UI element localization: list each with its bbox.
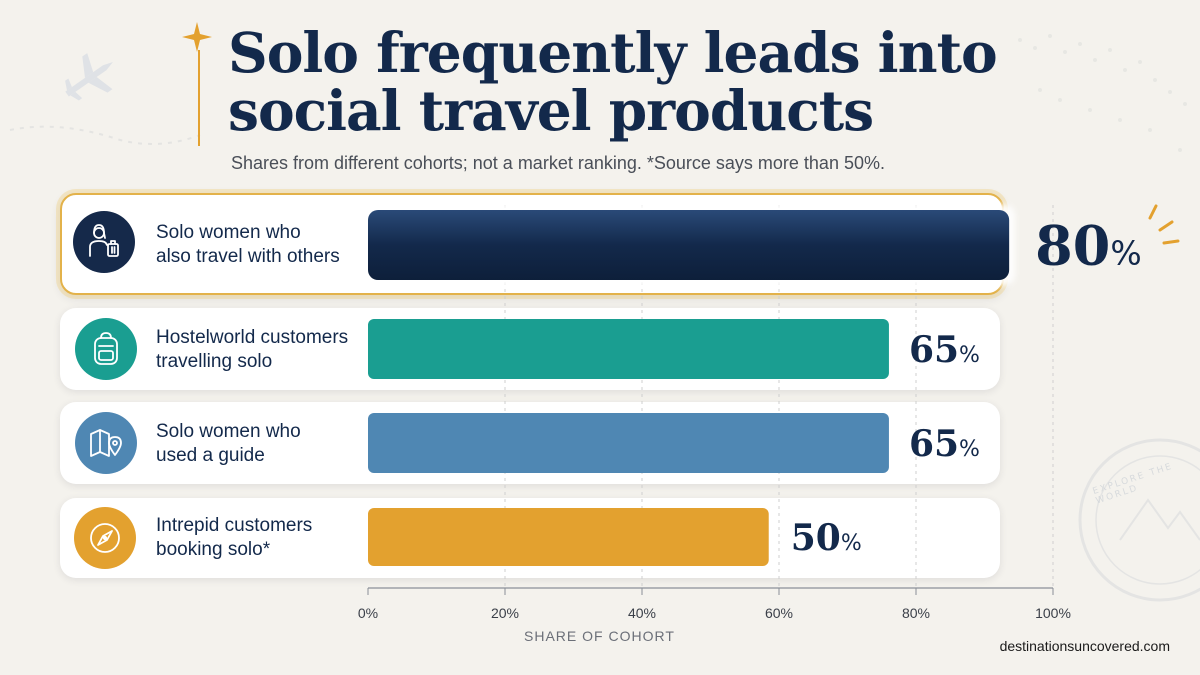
category-label-4: Intrepid customers booking solo* <box>156 515 313 560</box>
icon-circle-1 <box>73 211 135 273</box>
x-tick-label: 0% <box>358 605 378 621</box>
title-accent-line <box>198 50 200 146</box>
icon-circle-3 <box>75 412 137 474</box>
category-label-1: Solo women who also travel with others <box>156 222 340 267</box>
bar-4 <box>368 508 769 566</box>
x-axis-title: SHARE OF COHORT <box>524 628 675 644</box>
compass-icon <box>90 523 120 553</box>
sparkle-icon <box>182 22 212 52</box>
x-tick-label: 60% <box>765 605 793 621</box>
category-label-3: Solo women who used a guide <box>156 421 301 466</box>
page-subtitle: Shares from different cohorts; not a mar… <box>231 153 885 173</box>
value-label-1: 80% <box>1035 213 1142 277</box>
x-tick-label: 40% <box>628 605 656 621</box>
map-pin-icon <box>90 429 122 457</box>
category-label-2: Hostelworld customers travelling solo <box>156 327 349 372</box>
value-label-3: 65% <box>909 423 980 465</box>
highlight-burst-icon <box>1148 204 1180 245</box>
bar-3 <box>368 413 889 473</box>
icon-circle-4 <box>74 507 136 569</box>
footer-source: destinationsuncovered.com <box>999 638 1170 654</box>
bar-2 <box>368 319 889 379</box>
x-tick-label: 80% <box>902 605 930 621</box>
backpack-icon <box>94 332 118 365</box>
bar-1 <box>368 210 1010 280</box>
x-tick-label: 20% <box>491 605 519 621</box>
value-label-2: 65% <box>909 329 980 371</box>
traveler-icon <box>89 224 119 257</box>
value-label-4: 50% <box>791 517 862 559</box>
x-tick-label: 100% <box>1035 605 1071 621</box>
page-title: Solo frequently leads into social travel… <box>228 20 998 143</box>
icon-circle-2 <box>75 318 137 380</box>
